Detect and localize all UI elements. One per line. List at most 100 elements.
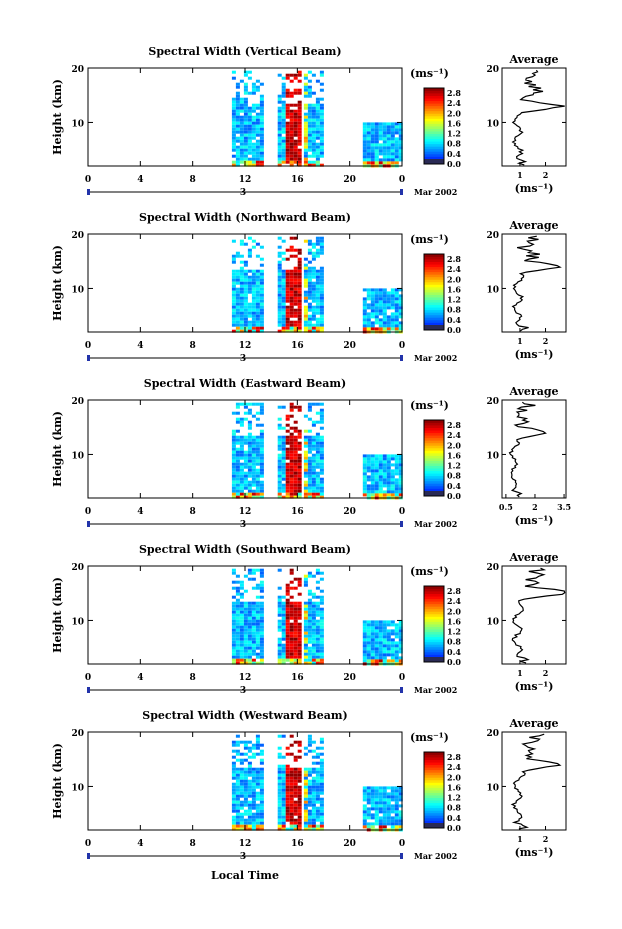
avg-x-tick-label: 3.5 [557, 502, 571, 512]
heatmap-cell [285, 631, 290, 635]
colorbar [423, 253, 445, 331]
heatmap-cell [231, 163, 236, 167]
heatmap-cell [394, 487, 399, 491]
heatmap-cell [366, 140, 371, 144]
heatmap-cell [307, 305, 312, 309]
heatmap-cell [259, 486, 264, 490]
heatmap-cell [378, 786, 383, 790]
heatmap-cell [255, 444, 260, 448]
heatmap-cell [239, 281, 244, 285]
heatmap-cell [315, 752, 320, 756]
heatmap-cell [285, 794, 290, 798]
heatmap-cell [362, 315, 367, 319]
heatmap-cell [277, 779, 282, 783]
heatmap-cell [289, 453, 294, 457]
heatmap-cell [311, 592, 316, 596]
heatmap-cell [247, 794, 252, 798]
heatmap-cell [247, 465, 252, 469]
heatmap-cell [231, 459, 236, 463]
heatmap-cell [315, 770, 320, 774]
heatmap-cell [281, 112, 286, 116]
heatmap-cell [277, 269, 282, 273]
heatmap-cell [319, 251, 324, 255]
heatmap-cell [362, 161, 367, 165]
heatmap-cell [390, 158, 395, 162]
heatmap-cell [277, 619, 282, 623]
heatmap-cell [311, 136, 316, 140]
heatmap-cell [235, 145, 240, 149]
colorbar-band [424, 480, 444, 484]
average-frame [501, 233, 567, 333]
heatmap-cell [277, 308, 282, 312]
heatmap-cell [251, 151, 256, 155]
heatmap-cell [247, 755, 252, 759]
heatmap-cell [281, 293, 286, 297]
day-bar-start-marker [87, 521, 90, 527]
heatmap-cell [247, 314, 252, 318]
heatmap-cell [259, 405, 264, 409]
heatmap-cell [370, 623, 375, 627]
heatmap-cell [289, 287, 294, 291]
heatmap-cell [311, 625, 316, 629]
heatmap-cell [243, 284, 248, 288]
heatmap-cell [243, 782, 248, 786]
avg-y-tick-label: 20 [486, 65, 499, 75]
x-tick-label: 4 [137, 673, 143, 683]
heatmap-cell [255, 450, 260, 454]
heatmap-cell [378, 460, 383, 464]
colorbar [423, 585, 445, 663]
heatmap-cell [281, 317, 286, 321]
heatmap-cell [289, 767, 294, 771]
heatmap-cell [289, 495, 294, 499]
heatmap-cell [251, 290, 256, 294]
heatmap-cell [255, 643, 260, 647]
heatmap-cell [285, 628, 290, 632]
heatmap-cell [277, 296, 282, 300]
heatmap-cell [289, 779, 294, 783]
heatmap-cell [251, 471, 256, 475]
heatmap-cell [289, 622, 294, 626]
y-tick-label: 20 [71, 65, 84, 75]
heatmap-cell [239, 761, 244, 765]
heatmap-cell [297, 103, 302, 107]
heatmap-cell [378, 629, 383, 633]
heatmap-cell [366, 816, 371, 820]
heatmap-cell [277, 785, 282, 789]
heatmap-cell [319, 266, 324, 270]
heatmap-cell [231, 474, 236, 478]
heatmap-cell [311, 655, 316, 659]
heatmap-cell [378, 478, 383, 482]
heatmap-cell [289, 824, 294, 828]
heatmap-cell [370, 152, 375, 156]
heatmap-cell [285, 746, 290, 750]
heatmap-cell [243, 803, 248, 807]
heatmap-cell [289, 800, 294, 804]
x-tick-label: 20 [343, 839, 356, 849]
heatmap-cell [259, 604, 264, 608]
heatmap-cell [243, 758, 248, 762]
heatmap-cell [303, 76, 308, 80]
heatmap-cell [311, 91, 316, 95]
heatmap-cell [255, 88, 260, 92]
heatmap-cell [285, 610, 290, 614]
heatmap-cell [247, 824, 252, 828]
heatmap-cell [281, 281, 286, 285]
heatmap-cell [303, 797, 308, 801]
heatmap-cell [315, 275, 320, 279]
heatmap-cell [239, 130, 244, 134]
heatmap-cell [235, 124, 240, 128]
heatmap-cell [394, 454, 399, 458]
heatmap-cell [251, 821, 256, 825]
heatmap-cell [231, 586, 236, 590]
heatmap-cell [289, 145, 294, 149]
heatmap-cell [255, 308, 260, 312]
heatmap-cell [307, 737, 312, 741]
heatmap-cell [247, 749, 252, 753]
heatmap-cell [235, 782, 240, 786]
heatmap-cell [247, 248, 252, 252]
heatmap-cell [390, 623, 395, 627]
heatmap-cell [319, 275, 324, 279]
colorbar-tick-label: 0.0 [447, 823, 461, 833]
heatmap-cell [303, 652, 308, 656]
heatmap-cell [315, 480, 320, 484]
